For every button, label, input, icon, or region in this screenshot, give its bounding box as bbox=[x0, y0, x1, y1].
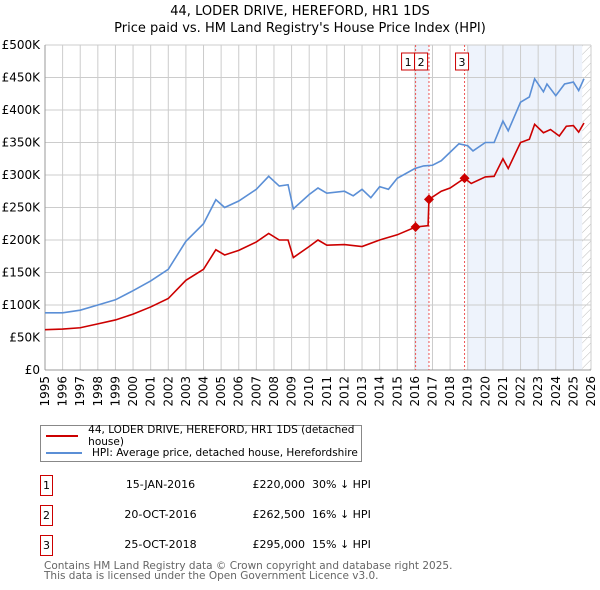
x-tick-label: 2024 bbox=[549, 376, 563, 407]
x-tick-label: 2018 bbox=[443, 376, 457, 407]
x-tick-label: 2026 bbox=[584, 376, 598, 407]
x-tick-label: 1996 bbox=[56, 376, 70, 407]
x-tick-label: 2023 bbox=[531, 376, 545, 407]
sale-price: £220,000 bbox=[252, 478, 306, 491]
y-tick-label: £300K bbox=[2, 168, 42, 182]
legend: 44, LODER DRIVE, HEREFORD, HR1 1DS (deta… bbox=[40, 424, 362, 462]
y-tick-label: £250K bbox=[2, 201, 42, 215]
x-tick-label: 2017 bbox=[425, 376, 439, 407]
x-tick-label: 2010 bbox=[302, 376, 316, 407]
sale-point bbox=[410, 222, 421, 232]
x-tick-label: 2001 bbox=[144, 376, 158, 407]
sale-date: 15-JAN-2016 bbox=[125, 478, 196, 491]
x-tick-label: 2014 bbox=[373, 376, 387, 407]
annotation-box bbox=[455, 52, 470, 71]
sale-hpi-diff: 15% ↓ HPI bbox=[312, 538, 371, 551]
annotation-box bbox=[414, 52, 429, 71]
y-tick-label: £0 bbox=[25, 363, 40, 377]
annotation-label: 1 bbox=[405, 56, 412, 69]
sale-date: 20-OCT-2016 bbox=[124, 508, 197, 521]
y-tick-label: £50K bbox=[9, 331, 41, 345]
x-tick-label: 2002 bbox=[161, 376, 175, 407]
annotation-label: 2 bbox=[418, 56, 425, 69]
sale-point bbox=[459, 173, 470, 184]
sale-number: 2 bbox=[40, 505, 53, 526]
legend-swatch-blue bbox=[46, 452, 82, 454]
sale-number: 3 bbox=[40, 535, 53, 556]
x-tick-label: 2004 bbox=[197, 376, 211, 407]
x-tick-label: 2008 bbox=[267, 376, 281, 407]
x-tick-label: 2011 bbox=[320, 376, 334, 407]
x-tick-label: 2009 bbox=[285, 376, 299, 407]
x-tick-label: 2006 bbox=[232, 376, 246, 407]
legend-label: HPI: Average price, detached house, Here… bbox=[92, 447, 358, 459]
y-tick-label: £100K bbox=[2, 298, 42, 312]
title-line-1: 44, LODER DRIVE, HEREFORD, HR1 1DS bbox=[170, 4, 430, 19]
x-tick-label: 2007 bbox=[249, 376, 263, 407]
price-paid-line bbox=[44, 122, 585, 331]
sale-row: 3 25-OCT-2018 £295,000 15% ↓ HPI bbox=[40, 535, 440, 557]
title-line-2: Price paid vs. HM Land Registry's House … bbox=[114, 21, 486, 36]
y-tick-label: £200K bbox=[2, 233, 42, 247]
sale-row: 2 20-OCT-2016 £262,500 16% ↓ HPI bbox=[40, 505, 440, 527]
footer: Contains HM Land Registry data © Crown c… bbox=[44, 560, 453, 582]
x-tick-label: 2012 bbox=[337, 376, 351, 407]
y-tick-label: £400K bbox=[2, 103, 42, 117]
sale-row: 1 15-JAN-2016 £220,000 30% ↓ HPI bbox=[40, 475, 440, 497]
price-chart: 1995 1996 1997 1998 1999 2000 2001 2002 2003 2004… bbox=[2, 38, 598, 407]
x-tick-label: 2015 bbox=[390, 376, 404, 407]
legend-swatch-red bbox=[46, 435, 79, 437]
sale-price: £262,500 bbox=[252, 508, 306, 521]
x-tick-label: 2003 bbox=[179, 376, 193, 407]
x-tick-label: 1999 bbox=[108, 376, 122, 407]
x-tick-label: 2013 bbox=[355, 376, 369, 407]
x-tick-label: 1998 bbox=[91, 376, 105, 407]
sale-price: £295,000 bbox=[252, 538, 306, 551]
chart-title: 44, LODER DRIVE, HEREFORD, HR1 1DS Price… bbox=[0, 3, 600, 37]
sale-hpi-diff: 16% ↓ HPI bbox=[312, 508, 371, 521]
x-tick-label: 2019 bbox=[461, 376, 475, 407]
x-tick-label: 2000 bbox=[126, 376, 140, 407]
sale-point bbox=[423, 194, 434, 205]
x-tick-label: 2020 bbox=[478, 376, 492, 407]
x-tick-label: 1995 bbox=[38, 376, 52, 407]
y-tick-label: £500K bbox=[2, 38, 42, 52]
legend-item-hpi: HPI: Average price, detached house, Here… bbox=[46, 445, 358, 461]
x-tick-label: 2025 bbox=[566, 376, 580, 407]
y-tick-label: £350K bbox=[2, 136, 42, 150]
hpi-line bbox=[45, 76, 585, 314]
y-tick-label: £450K bbox=[2, 71, 42, 85]
footer-copyright: Contains HM Land Registry data © Crown c… bbox=[44, 560, 453, 572]
x-tick-label: 2022 bbox=[514, 376, 528, 407]
sale-date: 25-OCT-2018 bbox=[124, 538, 197, 551]
y-tick-label: £150K bbox=[2, 266, 42, 280]
sale-number: 1 bbox=[40, 475, 53, 496]
legend-item-property: 44, LODER DRIVE, HEREFORD, HR1 1DS (deta… bbox=[46, 424, 361, 448]
legend-label: 44, LODER DRIVE, HEREFORD, HR1 1DS (deta… bbox=[88, 424, 355, 448]
sale-hpi-diff: 30% ↓ HPI bbox=[312, 478, 371, 491]
footer-licence: This data is licensed under the Open Gov… bbox=[44, 570, 379, 582]
x-tick-label: 2021 bbox=[496, 376, 510, 407]
x-tick-label: 2005 bbox=[214, 376, 228, 407]
annotation-label: 3 bbox=[459, 56, 466, 69]
x-tick-label: 2016 bbox=[408, 376, 422, 407]
x-tick-label: 1997 bbox=[73, 376, 87, 407]
